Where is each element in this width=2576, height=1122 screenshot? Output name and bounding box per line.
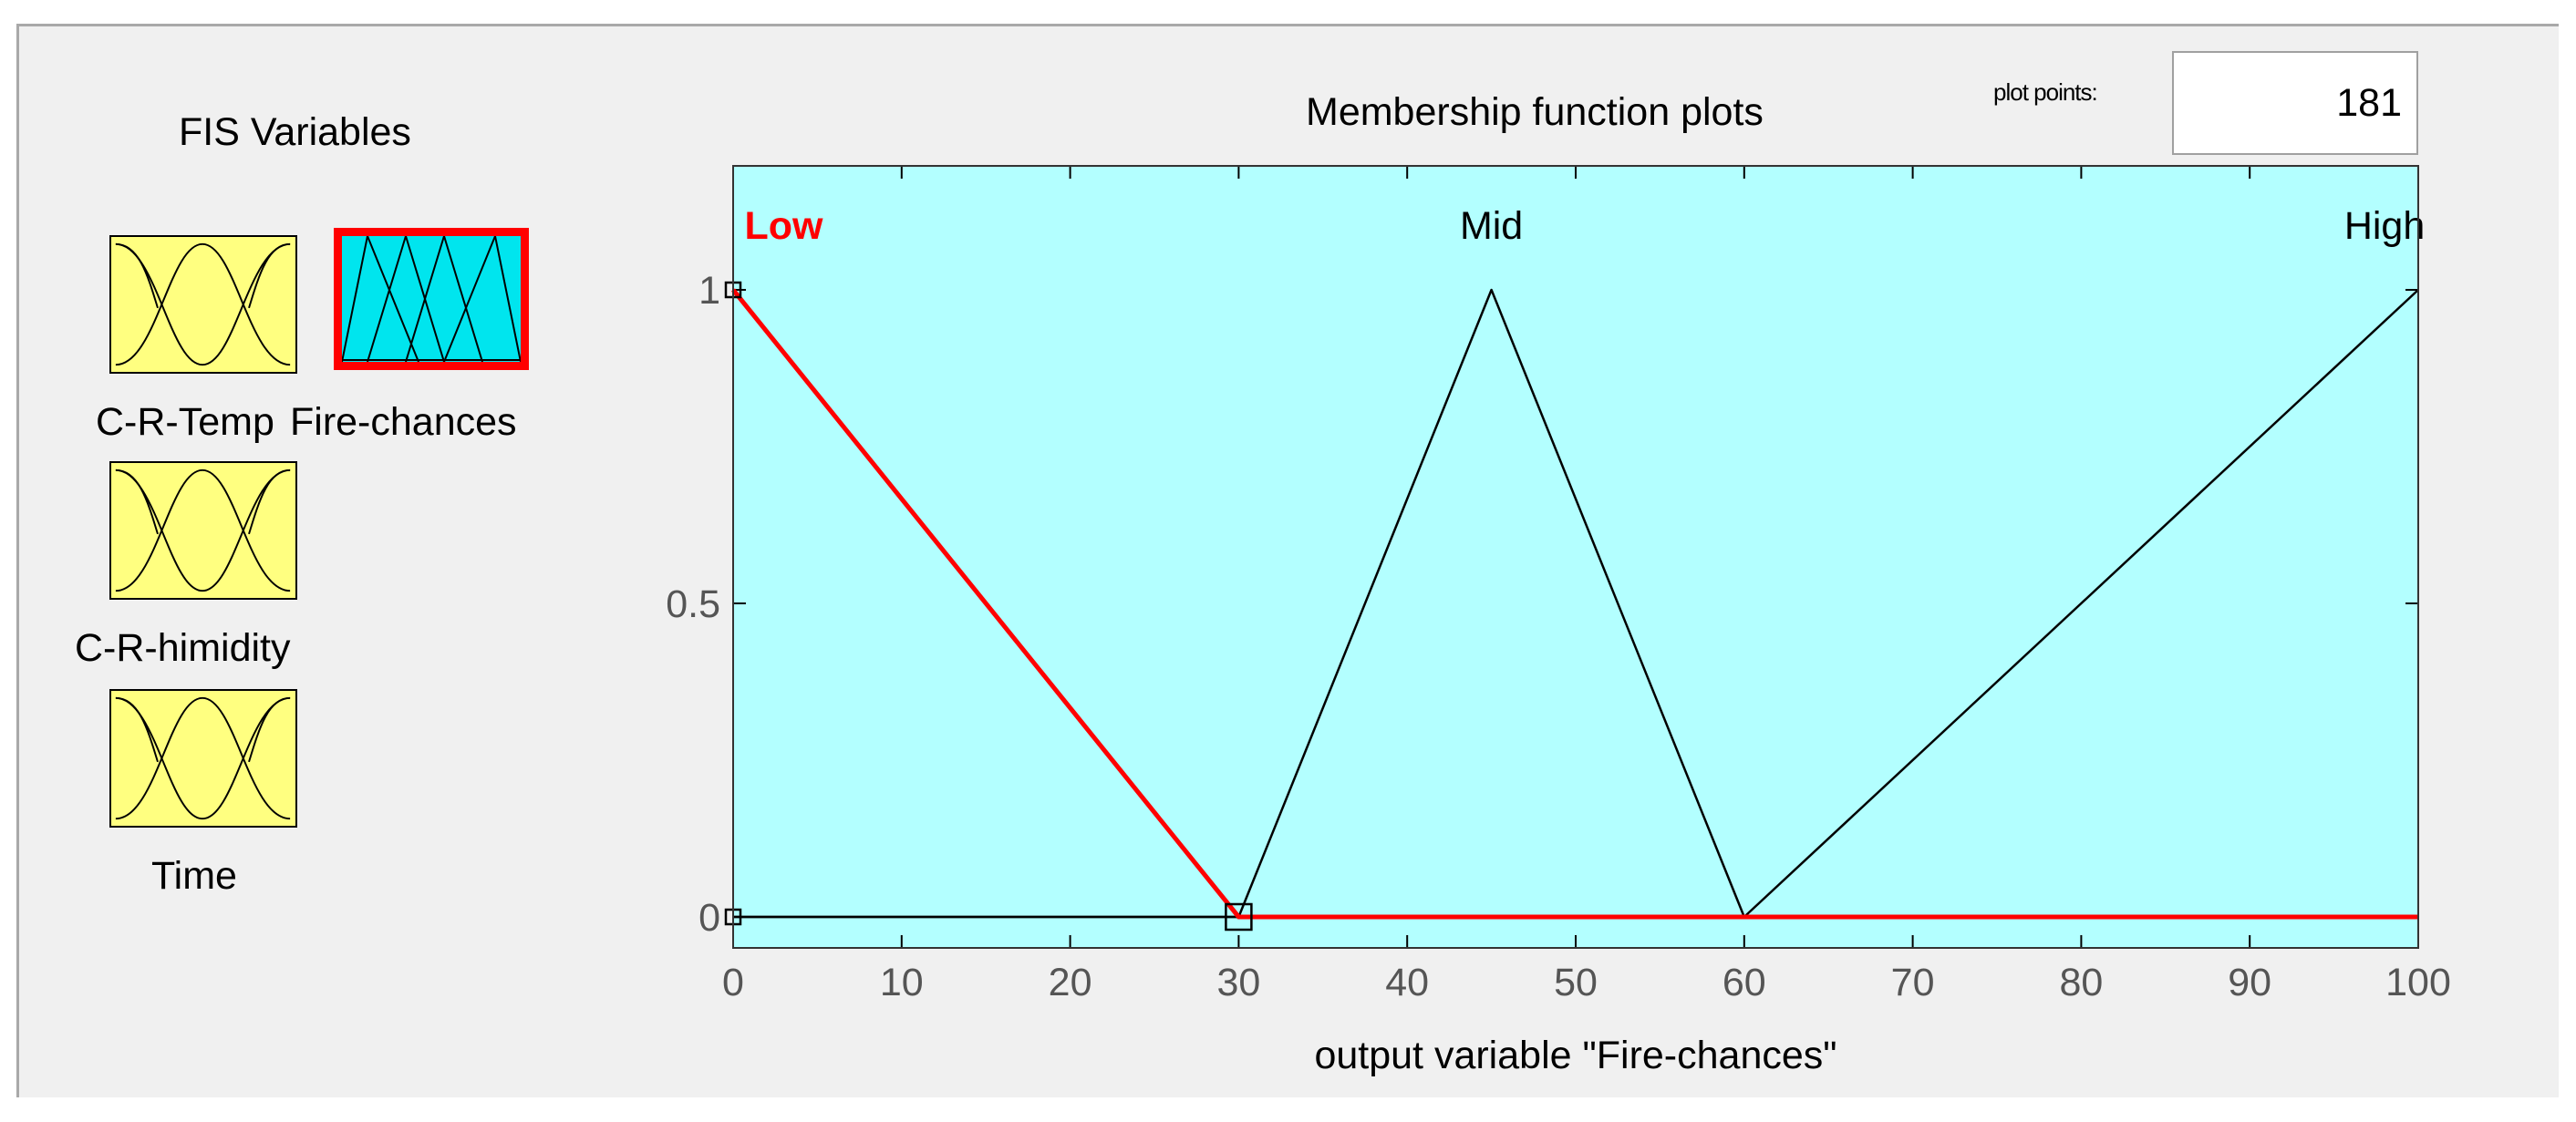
y-tick-label: 0 <box>698 896 720 940</box>
x-tick-label: 10 <box>880 961 924 1004</box>
membership-functions-icon <box>342 236 521 362</box>
variable-label-c-r-temp: C-R-Temp <box>96 400 274 444</box>
variable-c-r-himidity-button[interactable] <box>109 461 297 600</box>
variable-fire-chances-button[interactable] <box>334 228 529 370</box>
y-tick-label: 0.5 <box>666 582 720 626</box>
mf-label-high: High <box>2344 204 2425 248</box>
y-tick-label: 1 <box>698 269 720 313</box>
variable-label-time: Time <box>151 854 237 898</box>
mf-line-low <box>731 288 2418 920</box>
plot-points-label: plot points: <box>1993 78 2098 106</box>
x-tick-label: 70 <box>1891 961 1935 1004</box>
plot-title: Membership function plots <box>1306 90 1764 134</box>
x-tick-label: 30 <box>1216 961 1260 1004</box>
variable-label-fire-chances: Fire-chances <box>290 400 517 444</box>
x-tick-label: 60 <box>1723 961 1766 1004</box>
x-tick-label: 80 <box>2059 961 2103 1004</box>
mf-label-mid: Mid <box>1460 204 1523 248</box>
x-tick-label: 20 <box>1049 961 1092 1004</box>
x-tick-label: 100 <box>2385 961 2451 1004</box>
membership-functions-icon <box>115 696 291 820</box>
variable-time-button[interactable] <box>109 689 297 828</box>
plot-points-input[interactable] <box>2172 51 2418 155</box>
x-axis-label: output variable "Fire-chances" <box>1314 1034 1836 1077</box>
variable-c-r-temp-button[interactable] <box>109 235 297 374</box>
variable-label-c-r-himidity: C-R-himidity <box>75 626 291 670</box>
mf-handle <box>1225 902 1253 932</box>
x-tick-label: 90 <box>2228 961 2271 1004</box>
fis-variables-title: FIS Variables <box>179 110 411 154</box>
mf-label-low: Low <box>744 204 823 248</box>
x-tick-label: 40 <box>1385 961 1429 1004</box>
x-tick-label: 0 <box>722 961 744 1004</box>
plot-area <box>733 166 2418 948</box>
membership-functions-icon <box>115 468 291 592</box>
plot-border <box>732 165 2419 949</box>
membership-functions-icon <box>115 242 291 366</box>
x-tick-label: 50 <box>1554 961 1598 1004</box>
